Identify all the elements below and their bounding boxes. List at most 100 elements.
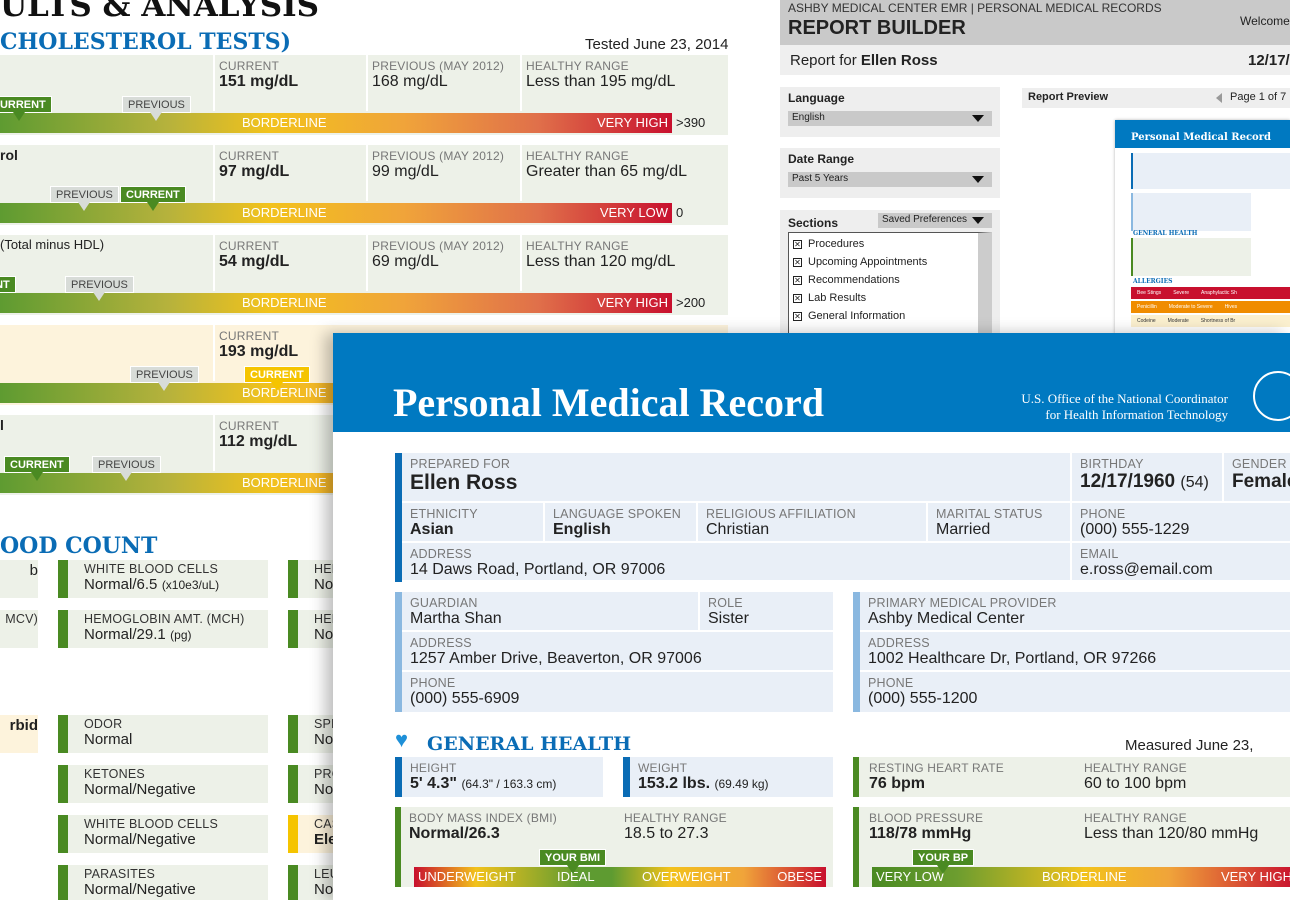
lab-value-wrap: Normal/Negative [84,881,268,899]
lab-card: rbid [0,715,38,753]
lab-card: MCV) [0,610,38,648]
bp-value: 118/78 mmHg [869,825,972,842]
provider-label: PRIMARY MEDICAL PROVIDER [868,596,1057,610]
column-value: 97 mg/dL [219,163,290,180]
section-checkbox-item[interactable]: ✕ Upcoming Appointments [793,253,974,271]
language-spoken-label: LANGUAGE SPOKEN [553,507,682,521]
column-label: CURRENT [219,59,280,73]
saved-preferences-select[interactable]: Saved Preferences [878,213,992,228]
bp-scale-bar: VERY LOW BORDERLINE VERY HIGH [872,867,1290,887]
language-select[interactable]: English [788,111,992,126]
checkbox-checked-icon[interactable]: ✕ [793,275,802,285]
address-value: 14 Daws Road, Portland, OR 97006 [410,561,666,578]
borderline-label: BORDERLINE [242,115,327,130]
email-label: EMAIL [1080,547,1119,561]
lab-value: Normal/Negative [84,781,196,798]
lab-value: Normal/6.5 [84,576,158,593]
section-checkbox-item[interactable]: ✕ Recommendations [793,271,974,289]
org-line-1: U.S. Office of the National Coordinator [1021,391,1228,406]
guardian-phone-label: PHONE [410,676,456,690]
cholesterol-row: (Total minus HDL) CURRENT 54 mg/dL PREVIOUS… [0,235,728,315]
section-checkbox-item[interactable]: ✕ Procedures [793,235,974,253]
your-bp-marker: YOUR BP [912,849,975,874]
prev-page-icon[interactable] [1216,93,1222,103]
value-column: PREVIOUS (MAY 2012) 69 mg/dL [366,235,519,291]
height-metric: (64.3" / 163.3 cm) [461,777,557,791]
language-spoken-value: English [553,521,611,538]
lab-value: rbid [9,717,38,734]
range-end: >200 [676,295,706,310]
value-column: CURRENT 151 mg/dL [213,55,366,111]
heart-rate-value: 76 bpm [869,775,926,792]
thumb-allergy-name: Codeine [1137,318,1156,324]
value-column: CURRENT 112 mg/dL [213,415,366,471]
lab-value: Normal/Negative [84,881,196,898]
tested-date: Tested June 23, 2014 [585,36,729,53]
section-checkbox-item[interactable]: ✕ Lab Results [793,289,974,307]
borderline-label: BORDERLINE [242,295,327,310]
thumb-allergy-row: Codeine Moderate Shortness of Br [1131,315,1290,327]
column-value: 193 mg/dL [219,343,299,360]
report-patient-name: Ellen Ross [860,52,938,69]
checkbox-checked-icon[interactable]: ✕ [793,311,802,321]
personal-medical-record: Personal Medical Record U.S. Office of t… [333,333,1290,900]
range-end: >390 [676,115,706,130]
role-label: ROLE [708,596,743,610]
date-range-select[interactable]: Past 5 Years [788,172,992,187]
column-value: 151 mg/dL [219,73,299,90]
test-name: (Total minus HDL) [0,237,105,252]
org-line-2: for Health Information Technology [1045,407,1228,422]
column-value: Greater than 65 mg/dL [526,163,687,180]
email-value[interactable]: e.ross@email.com [1080,561,1213,578]
phone-value: (000) 555-1229 [1080,521,1190,538]
column-value: 69 mg/dL [372,253,439,270]
weight-value: 153.2 lbs. [638,775,711,792]
bp-range-label: HEALTHY RANGE [1084,811,1187,825]
checkbox-checked-icon[interactable]: ✕ [793,293,802,303]
lab-value-wrap: Normal/6.5 (x10e3/uL) [84,576,268,594]
lab-label: HEMOGLOBIN AMT. (MCH) [84,612,245,626]
column-label: PREVIOUS (MAY 2012) [372,149,505,163]
address-label: ADDRESS [410,547,472,561]
report-preview-label: Report Preview [1028,91,1109,103]
blood-pressure-card: BLOOD PRESSURE 118/78 mmHg HEALTHY RANGE L… [853,807,1290,887]
lab-label: ODOR [84,717,123,731]
checkbox-checked-icon[interactable]: ✕ [793,239,802,249]
guardian-card: GUARDIAN Martha Shan ROLE Sister ADDRESS 12… [395,592,833,712]
welcome-text: Welcome [1240,14,1290,28]
checkbox-checked-icon[interactable]: ✕ [793,257,802,267]
sections-label: Sections [788,216,839,230]
religion-value: Christian [706,521,770,538]
thumb-allergy-reaction: Hives [1224,304,1238,310]
birthday-label: BIRTHDAY [1080,457,1144,471]
lab-value-wrap: b [0,562,38,580]
lab-results-document: ULTS & ANALYSIS CHOLESTEROL TESTS) Teste… [0,0,729,900]
value-column: HEALTHY RANGE Less than 195 mg/dL [520,55,728,111]
column-label: HEALTHY RANGE [526,239,629,253]
lab-value-wrap: Normal/Negative [84,781,268,799]
section-label: Recommendations [808,274,900,286]
column-label: CURRENT [219,149,280,163]
extreme-label: VERY HIGH [596,115,668,130]
provider-address-label: ADDRESS [868,636,930,650]
thumb-allergy-severity: Severe [1173,290,1190,296]
bmi-scale-bar: UNDERWEIGHT IDEAL OVERWEIGHT OBESE [414,867,826,887]
bmi-range-value: 18.5 to 27.3 [624,825,709,842]
lab-value-wrap: Normal/Negative [84,831,268,849]
guardian-name: Martha Shan [410,610,502,627]
lab-value: b [29,562,38,579]
column-label: CURRENT [219,329,280,343]
lab-label: WHITE BLOOD CELLS [84,562,218,576]
previous-marker: PREVIOUS [122,96,191,121]
bp-label: BLOOD PRESSURE [869,811,984,825]
thumb-allergy-row: Penicillin Moderate to Severe Hives [1131,301,1290,313]
birthday-value: 12/17/1960 [1080,471,1176,492]
thumb-general-health: GENERAL HEALTH [1133,230,1198,237]
app-title: ASHBY MEDICAL CENTER EMR | PERSONAL MEDI… [788,1,1162,15]
weight-label: WEIGHT [638,761,688,775]
report-for-label: Report for [790,52,857,69]
section-checkbox-item[interactable]: ✕ General Information [793,307,974,325]
gender-label: GENDER [1232,457,1287,471]
report-thumbnail[interactable]: Personal Medical Record GENERAL HEALTH A… [1115,120,1290,340]
bmi-label: BODY MASS INDEX (BMI) [409,811,558,825]
